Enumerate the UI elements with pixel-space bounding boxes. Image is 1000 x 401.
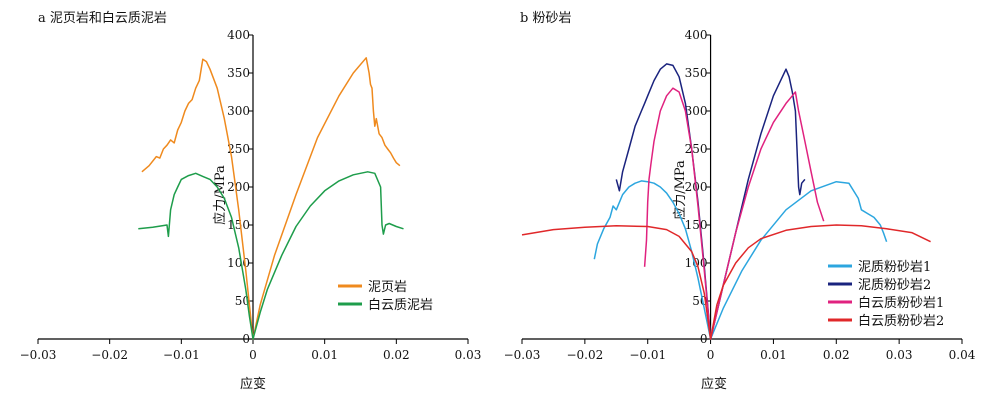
- panel-b-x-tick-label: −0.03: [504, 348, 541, 362]
- panel-b-x-tick-label: 0: [707, 348, 715, 362]
- panel-b-x-axis-label: 应变: [701, 376, 727, 392]
- panel-a-x-tick-label: 0: [249, 348, 257, 362]
- panel-a-series-line-1: [141, 57, 401, 340]
- panel-a-x-axis-label: 应变: [240, 376, 266, 392]
- panel-b-x-tick-label: 0.01: [760, 348, 787, 362]
- panel-a-x-tick-label: 0.03: [455, 348, 482, 362]
- panel-b-y-tick-label: 150: [685, 218, 708, 232]
- panel-b-y-axis-label: 应力/MPa: [672, 160, 688, 220]
- panel-a-x-tick-label: 0.01: [311, 348, 338, 362]
- panel-a-y-tick-label: 350: [227, 66, 250, 80]
- panel-b-y-tick-label: 350: [685, 66, 708, 80]
- panel-a-legend-label-2: 白云质泥岩: [368, 297, 433, 313]
- panel-a-y-tick-label: 0: [242, 332, 250, 346]
- panel-a-x-tick-label: −0.03: [20, 348, 57, 362]
- panel-a-y-axis-label: 应力/MPa: [212, 165, 228, 225]
- panel-a-x-tick-label: −0.01: [163, 348, 200, 362]
- panel-b-legend-label-1: 泥质粉砂岩1: [858, 260, 931, 275]
- panel-a-y-tick-label: 300: [227, 104, 250, 118]
- panel-b-x-tick-label: −0.01: [629, 348, 666, 362]
- panel-b-y-tick-label: 0: [700, 332, 708, 346]
- panel-a-y-tick-label: 100: [227, 256, 250, 270]
- panel-b-x-tick-label: −0.02: [566, 348, 603, 362]
- panel-b-y-tick-label: 300: [685, 104, 708, 118]
- panel-a-title: a 泥页岩和白云质泥岩: [38, 10, 167, 26]
- panel-b-legend-label-4: 白云质粉砂岩2: [858, 313, 944, 329]
- panel-b-legend-label-2: 泥质粉砂岩2: [858, 278, 931, 293]
- panel-a-y-tick-label: 250: [227, 142, 250, 156]
- panel-b-legend-label-3: 白云质粉砂岩1: [858, 295, 944, 311]
- panel-a-legend-label-1: 泥页岩: [368, 280, 407, 295]
- panel-b-chart: b 粉砂岩−0.03 −0.02 −0.01 0 0.01 0.02 0.03 0.04050…: [504, 11, 976, 392]
- panel-a-y-tick-label: 400: [227, 28, 250, 42]
- panel-a-series-line-2: [138, 171, 404, 340]
- panel-b-series-line-1: [593, 180, 888, 340]
- panel-a-y-tick-label: 150: [227, 218, 250, 232]
- panel-a-y-tick-label: 200: [227, 180, 250, 194]
- panel-b-series-line-4: [521, 224, 931, 340]
- panel-b-x-tick-label: 0.02: [823, 348, 850, 362]
- panel-b-x-tick-label: 0.03: [886, 348, 913, 362]
- panel-a-x-tick-label: 0.02: [383, 348, 410, 362]
- panel-a-x-tick-label: −0.02: [91, 348, 128, 362]
- panel-b-x-tick-label: 0.04: [949, 348, 976, 362]
- panel-b-y-tick-label: 250: [685, 142, 708, 156]
- panel-a-chart: a 泥页岩和白云质泥岩 −0.03 −0.02 −0.01 0 0.01 0.02 0.03 0…: [20, 10, 482, 392]
- panel-b-title: b 粉砂岩: [520, 11, 571, 26]
- panel-b-series-line-3: [643, 87, 825, 340]
- panel-b-y-tick-label: 400: [685, 28, 708, 42]
